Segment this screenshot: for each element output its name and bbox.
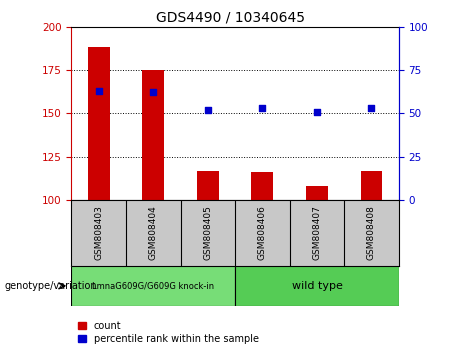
Text: GDS4490 / 10340645: GDS4490 / 10340645 — [156, 11, 305, 25]
Bar — [235, 266, 399, 306]
Point — [259, 105, 266, 111]
Bar — [142, 70, 164, 200]
Bar — [197, 171, 219, 200]
Bar — [252, 172, 273, 200]
Text: GSM808406: GSM808406 — [258, 205, 267, 260]
Point — [149, 90, 157, 95]
Bar — [71, 266, 235, 306]
Bar — [361, 171, 382, 200]
Point — [313, 109, 321, 114]
Text: LmnaG609G/G609G knock-in: LmnaG609G/G609G knock-in — [92, 281, 214, 290]
Bar — [88, 47, 110, 200]
Text: genotype/variation: genotype/variation — [5, 281, 97, 291]
Text: GSM808407: GSM808407 — [313, 205, 321, 260]
Legend: count, percentile rank within the sample: count, percentile rank within the sample — [77, 319, 261, 346]
Point — [204, 107, 212, 113]
Text: GSM808405: GSM808405 — [203, 205, 213, 260]
Text: wild type: wild type — [291, 281, 343, 291]
Point — [95, 88, 102, 93]
Bar — [306, 186, 328, 200]
Text: GSM808404: GSM808404 — [149, 205, 158, 260]
Text: GSM808408: GSM808408 — [367, 205, 376, 260]
Text: GSM808403: GSM808403 — [94, 205, 103, 260]
Point — [368, 105, 375, 111]
